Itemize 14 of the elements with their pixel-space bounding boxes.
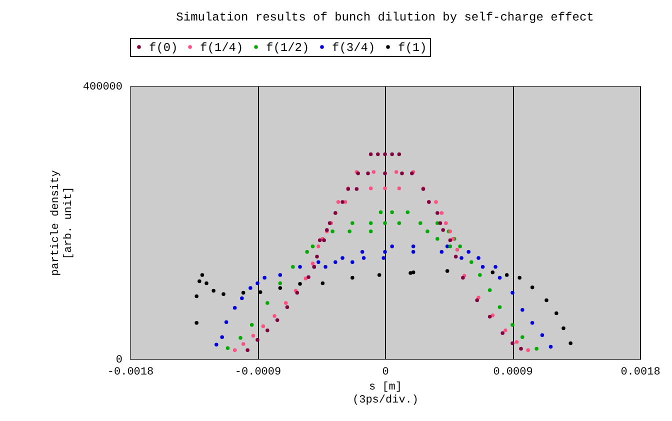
- chart-title: Simulation results of bunch dilution by self-charge effect: [176, 10, 594, 24]
- legend-label: f(3/4): [332, 41, 376, 55]
- x-tick-label: 0: [382, 366, 389, 378]
- legend-label: f(1/4): [200, 41, 244, 55]
- x-axis-title: s [m] (3ps/div.): [352, 382, 419, 406]
- x-tick-label: -0.0009: [234, 366, 282, 378]
- legend-label: f(0): [149, 41, 178, 55]
- legend-label: f(1/2): [266, 41, 310, 55]
- x-tick-label: 0.0009: [493, 366, 533, 378]
- x-tick-label: 0.0018: [620, 366, 660, 378]
- y-tick-label: 400000: [82, 82, 122, 94]
- x-tick-label: -0.0018: [107, 366, 154, 378]
- y-axis-title: particle density [arb. unit]: [50, 170, 75, 276]
- legend-label: f(1): [398, 41, 427, 55]
